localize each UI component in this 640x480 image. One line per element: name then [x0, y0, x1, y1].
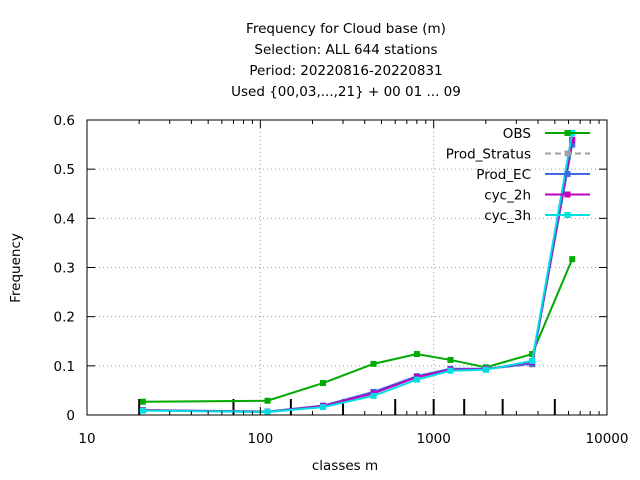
data-point — [569, 256, 576, 263]
series-line — [142, 144, 574, 413]
legend-label: Prod_Stratus — [446, 147, 531, 163]
legend-label: cyc_3h — [484, 208, 531, 224]
y-tick-label: 0.6 — [54, 113, 75, 129]
data-point — [447, 356, 454, 363]
y-tick-label: 0.3 — [54, 261, 75, 277]
legend-marker — [564, 130, 571, 136]
legend-marker — [564, 191, 571, 198]
y-tick-label: 0.2 — [54, 310, 75, 326]
legend-label: cyc_2h — [484, 188, 531, 204]
data-point — [413, 351, 420, 358]
series-line — [142, 258, 574, 403]
series-group — [139, 129, 576, 416]
data-point — [529, 351, 536, 358]
data-point — [413, 376, 420, 383]
y-axis-label: Frequency — [8, 233, 24, 303]
data-point — [139, 398, 146, 405]
x-tick-label: 10 — [78, 431, 95, 447]
legend-label: OBS — [503, 126, 531, 142]
y-tick-label: 0.5 — [54, 162, 75, 178]
data-point — [264, 397, 271, 404]
series-obs — [139, 256, 576, 405]
y-tick-label: 0.1 — [54, 359, 75, 375]
data-point — [370, 392, 377, 399]
chart-title: Frequency for Cloud base (m) Selection: … — [231, 21, 461, 100]
grid — [87, 120, 607, 415]
x-tick-label: 100 — [247, 431, 273, 447]
legend-label: Prod_EC — [476, 167, 531, 183]
legend-marker — [564, 212, 571, 218]
data-point — [529, 357, 536, 364]
y-tick-label: 0.4 — [54, 211, 75, 227]
data-point — [320, 404, 327, 411]
legend-marker — [564, 171, 571, 177]
x-tick-label: 1000 — [416, 431, 450, 447]
title-line-3: Period: 20220816-20220831 — [249, 63, 442, 79]
title-line-2: Selection: ALL 644 stations — [254, 42, 437, 58]
series-cyc-3h — [139, 129, 576, 416]
data-point — [482, 366, 489, 373]
x-axis-label: classes m — [312, 458, 378, 474]
legend: OBS Prod_Stratus Prod_EC cyc_2h cyc_3h — [446, 126, 590, 224]
data-point — [264, 409, 271, 416]
axis-ticks: 0 0.1 0.2 0.3 0.4 0.5 0.6 10 100 1000 10000 — [54, 113, 629, 447]
data-point — [447, 367, 454, 374]
x-tick-label: 10000 — [586, 431, 629, 447]
data-point — [139, 407, 146, 414]
title-line-4: Used {00,03,...,21} + 00 01 ... 09 — [231, 84, 461, 100]
y-tick-label: 0 — [66, 408, 75, 424]
data-point — [569, 136, 576, 143]
legend-marker — [564, 150, 571, 157]
title-line-1: Frequency for Cloud base (m) — [246, 21, 446, 37]
data-point — [320, 380, 327, 387]
data-point — [370, 360, 377, 367]
